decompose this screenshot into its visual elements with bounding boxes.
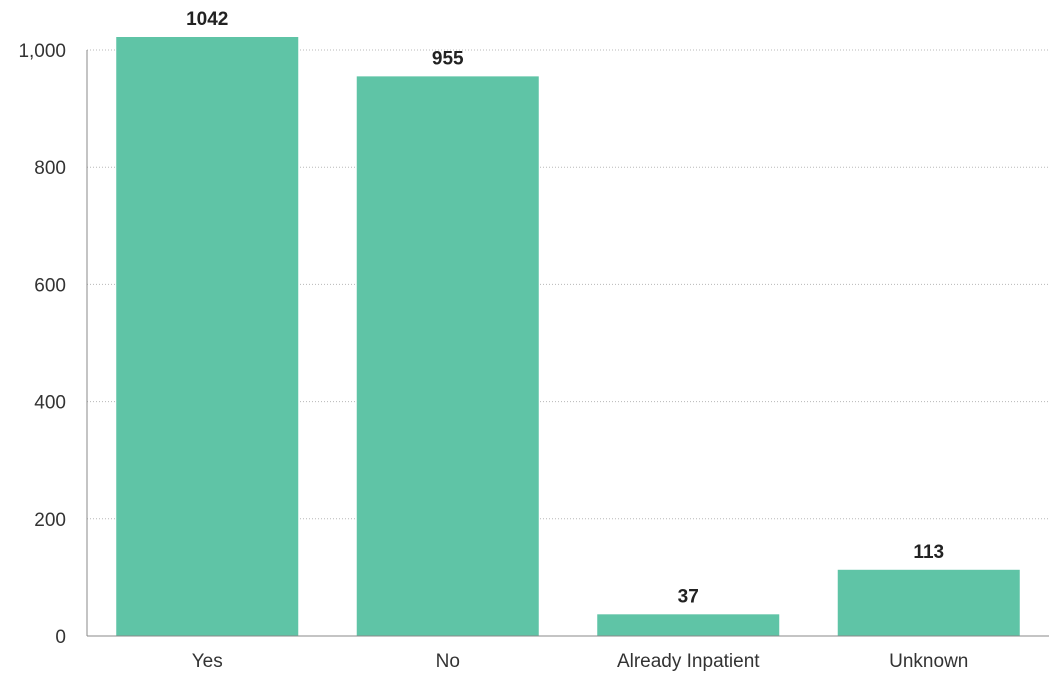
bar-value-label: 955 [432, 48, 464, 69]
x-category-label: Yes [192, 651, 223, 672]
y-tick-label: 600 [34, 275, 66, 296]
labels: 0 200 400 600 800 1,000 1042 Yes 955 No 37 Already … [18, 9, 968, 672]
y-tick-label: 400 [34, 393, 66, 414]
axes [86, 50, 1049, 637]
bar-no [356, 76, 539, 637]
x-category-label: Already Inpatient [617, 651, 760, 672]
y-tick-label: 800 [34, 158, 66, 179]
y-tick-label: 200 [34, 510, 66, 531]
bar-already-inpatient [597, 614, 780, 636]
bar-yes [116, 37, 299, 636]
bar-value-label: 37 [678, 586, 699, 607]
x-category-label: Unknown [889, 651, 968, 672]
bar-value-label: 113 [913, 542, 944, 563]
y-tick-label: 1,000 [18, 41, 66, 62]
bar-value-label: 1042 [186, 9, 228, 30]
bar-unknown [837, 569, 1020, 636]
y-tick-label: 0 [55, 627, 66, 648]
bars [116, 37, 1020, 637]
gridlines [87, 49, 1049, 520]
x-category-label: No [436, 651, 460, 672]
